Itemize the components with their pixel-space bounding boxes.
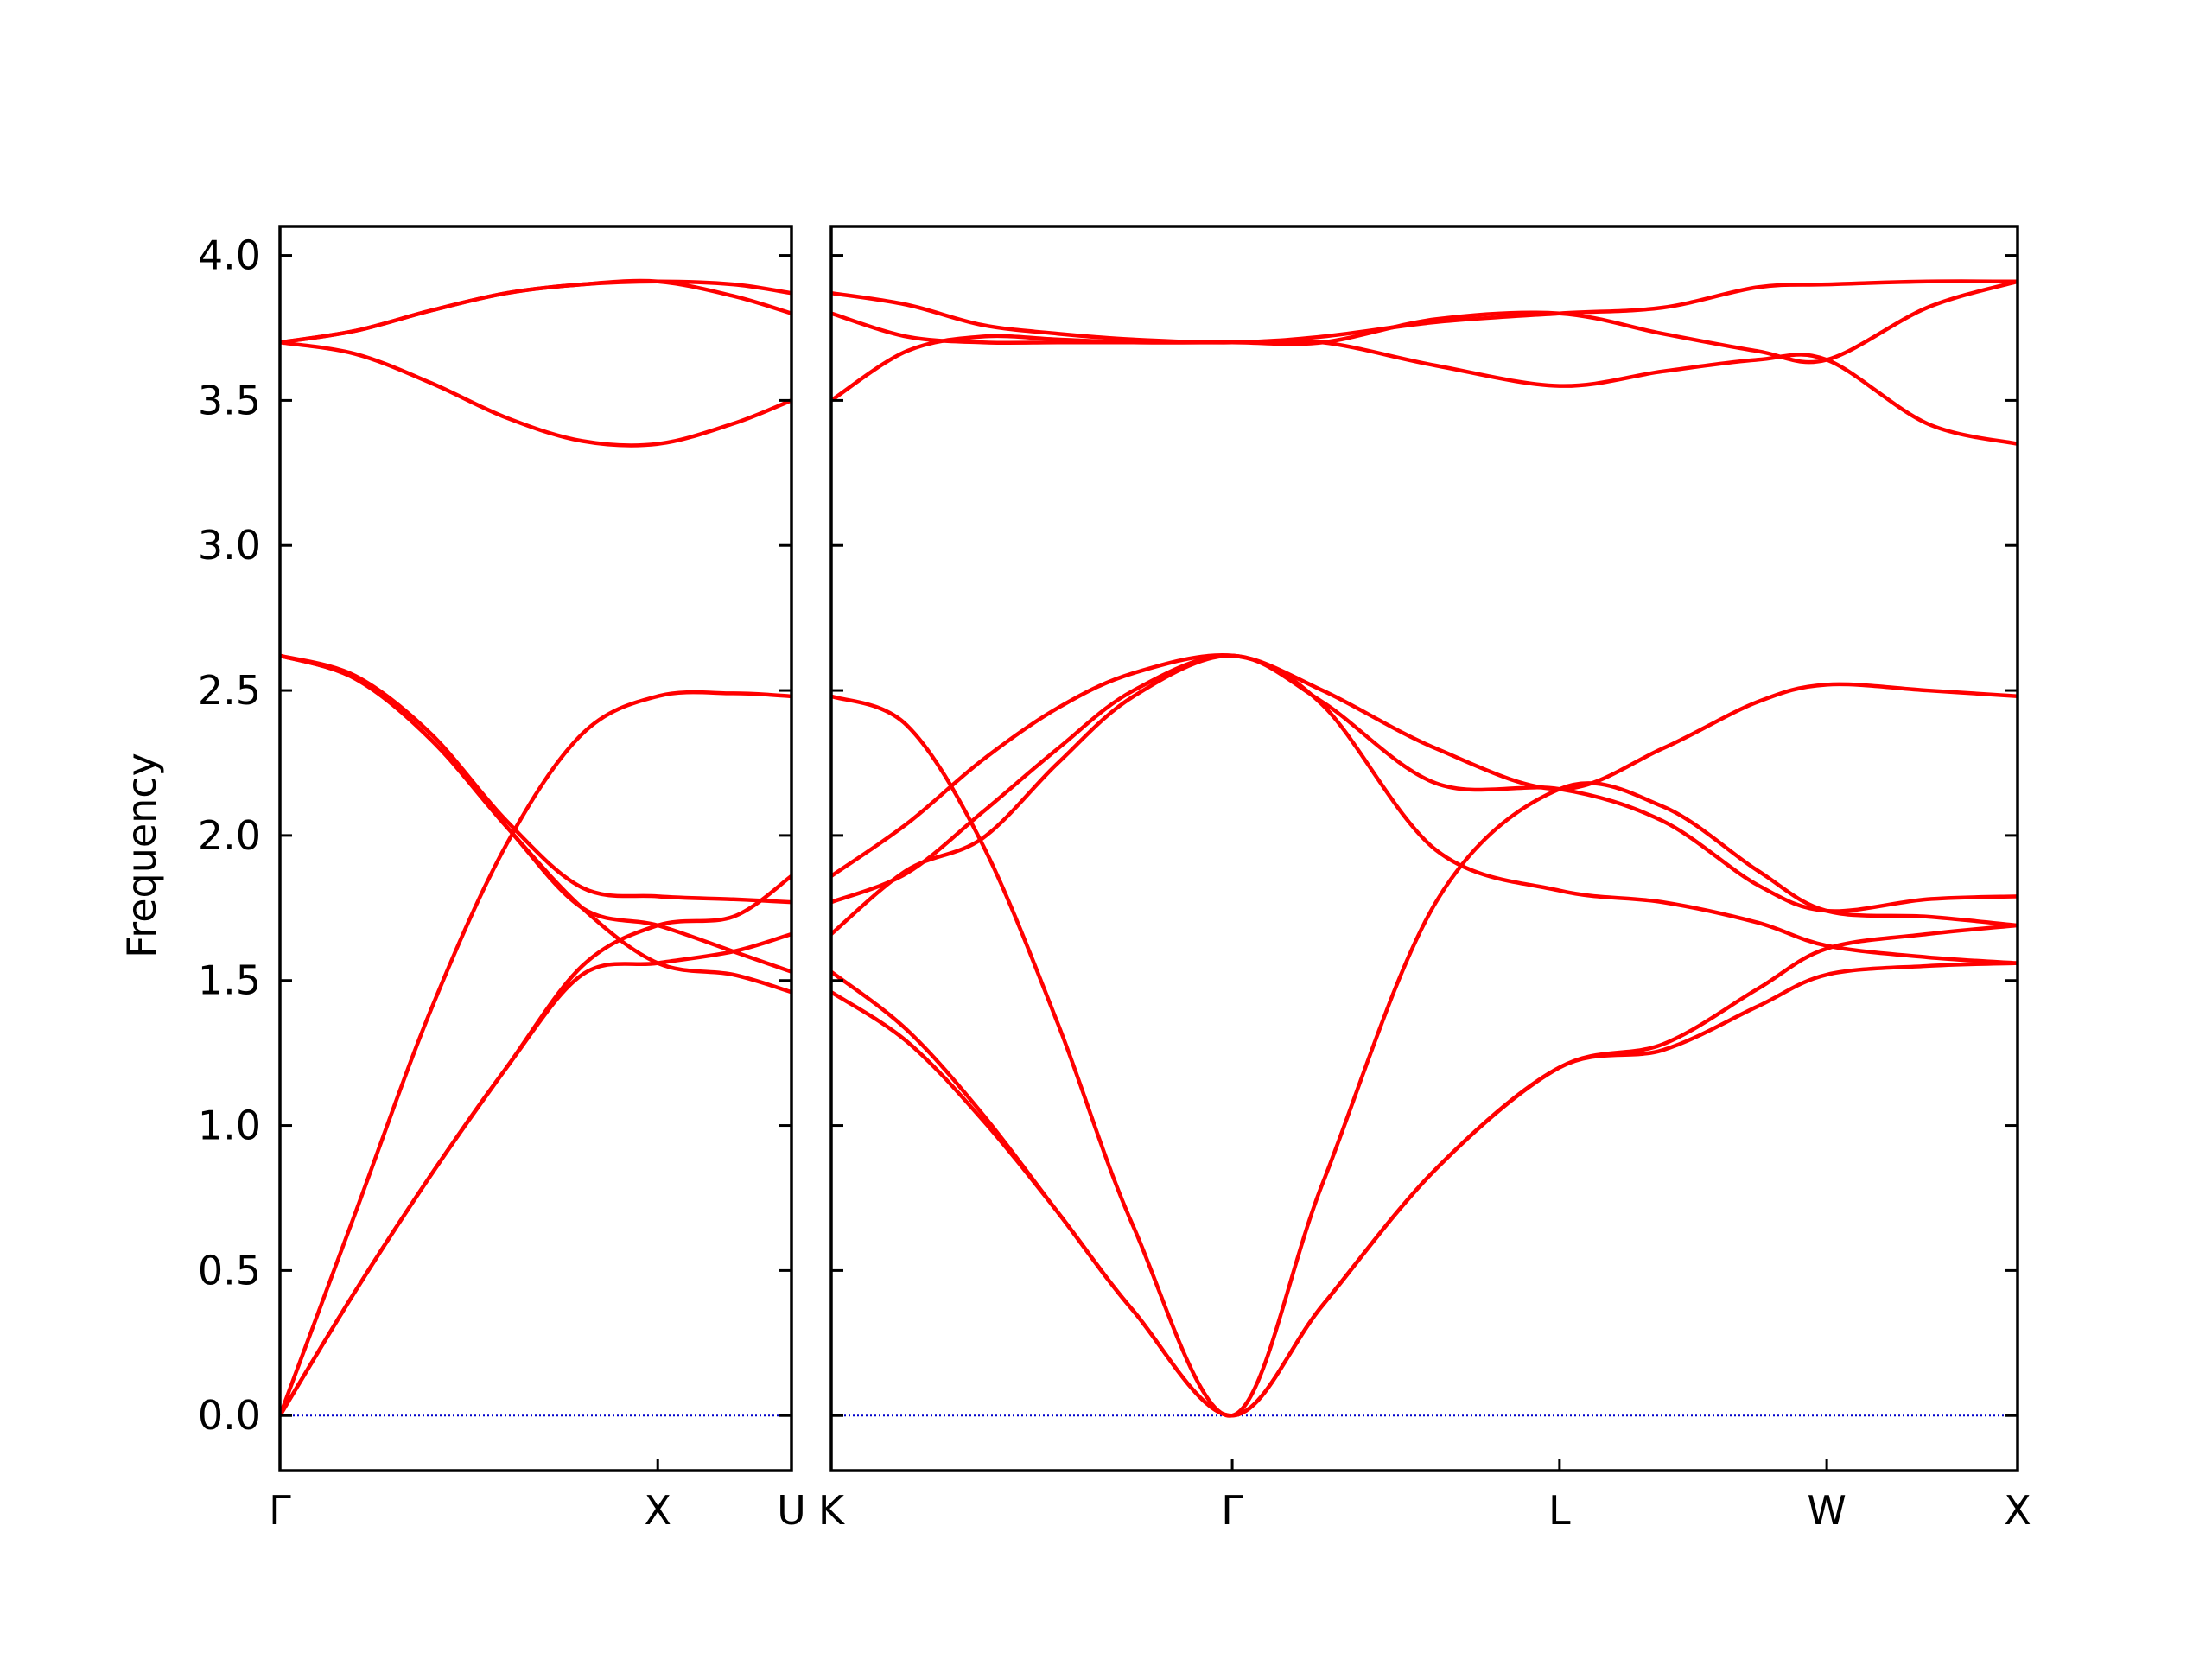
band-line-5 — [831, 653, 2018, 965]
panel-frame — [830, 225, 2019, 1472]
y-tick-label: 1.5 — [198, 957, 261, 1004]
band-line-3 — [831, 923, 2018, 1418]
x-tick-label: U — [777, 1487, 806, 1534]
band-line-4 — [280, 653, 791, 905]
x-tick-label: L — [1548, 1487, 1571, 1534]
y-tick-label: 2.0 — [198, 812, 261, 859]
band-line-9 — [831, 279, 2018, 345]
y-tick-label: 0.0 — [198, 1392, 261, 1439]
y-axis-title: Frequency — [118, 753, 165, 958]
y-tick-label: 3.5 — [198, 377, 261, 423]
x-tick-label: K — [818, 1487, 846, 1534]
y-tick-label: 4.0 — [198, 232, 261, 279]
band-line-9 — [280, 278, 791, 345]
x-tick-label: Γ — [1221, 1487, 1243, 1534]
x-tick-label: Γ — [269, 1487, 291, 1534]
band-line-6 — [831, 653, 2018, 879]
band-line-1 — [280, 690, 791, 1418]
x-tick-label: X — [644, 1487, 671, 1534]
panel-1: 0.0 0.5 1.0 1.5 2.0 2.5 3.0 3.5 4.0 Γ X U — [198, 225, 806, 1534]
plot-panels: 0.0 0.5 1.0 1.5 2.0 2.5 3.0 3.5 4.0 Γ X U K Γ L W X — [198, 225, 2031, 1534]
y-tick-label: 3.0 — [198, 522, 261, 569]
band-line-1 — [831, 694, 2018, 1418]
band-line-3 — [280, 931, 791, 1418]
x-tick-label: W — [1807, 1487, 1846, 1534]
band-line-4 — [831, 653, 2018, 937]
y-tick-label: 2.5 — [198, 667, 261, 714]
series-group — [280, 278, 791, 1418]
band-line-6 — [280, 653, 791, 995]
y-tick-label: 0.5 — [198, 1247, 261, 1294]
band-line-8 — [280, 340, 791, 448]
series-group — [831, 279, 2018, 1418]
y-tick-label: 1.0 — [198, 1103, 261, 1149]
panel-frame — [278, 225, 793, 1472]
x-tick-label: X — [2004, 1487, 2031, 1534]
